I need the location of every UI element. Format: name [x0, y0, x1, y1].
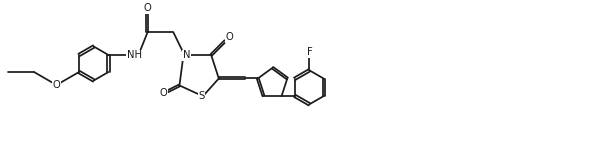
Text: F: F — [306, 47, 313, 57]
Text: O: O — [143, 3, 151, 13]
Text: O: O — [226, 32, 233, 42]
Text: S: S — [199, 91, 205, 101]
Text: NH: NH — [127, 50, 142, 60]
Text: O: O — [53, 80, 60, 90]
Text: O: O — [159, 88, 167, 98]
Text: N: N — [183, 50, 190, 60]
